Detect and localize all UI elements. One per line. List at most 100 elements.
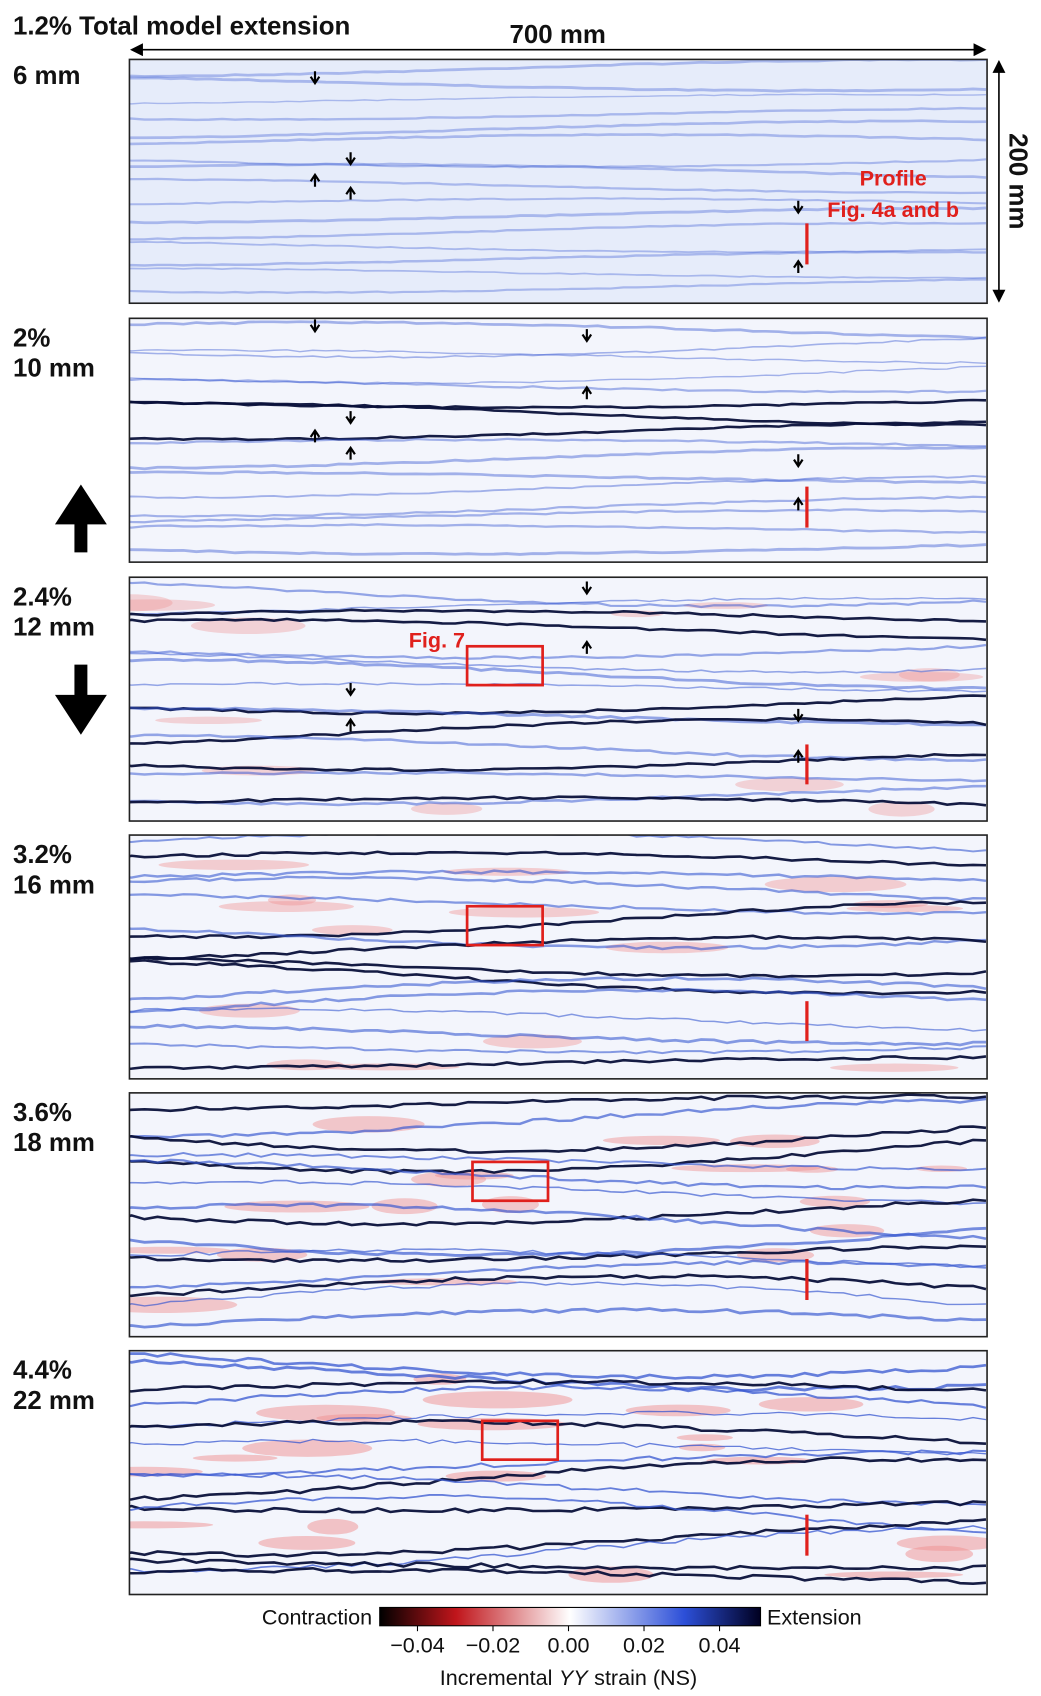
small-arrow (345, 682, 356, 697)
strain-band (129, 681, 987, 693)
contraction-patch (129, 1246, 231, 1254)
strain-band (129, 694, 987, 716)
small-arrow (581, 640, 593, 654)
strain-band (129, 543, 987, 556)
colorbar-left-label: Contraction (262, 1605, 372, 1630)
strain-band (129, 893, 987, 916)
height-label: 200 mm (1004, 133, 1032, 229)
strain-band (129, 1378, 987, 1393)
strain-band (129, 1273, 987, 1298)
small-arrow (793, 496, 804, 511)
contraction-patch (411, 1171, 487, 1187)
strain-band (129, 1244, 987, 1264)
strain-band (129, 753, 987, 773)
small-arrow (345, 185, 356, 200)
strain-band (129, 706, 987, 727)
strain-band (129, 106, 986, 122)
strain-band (129, 927, 987, 951)
strain-band (129, 197, 987, 206)
colorbar-ramp (379, 1606, 762, 1627)
strain-band (129, 1226, 987, 1257)
strain-band (129, 652, 987, 674)
strain-panel (129, 1092, 988, 1337)
panel-label: 4.4% (13, 1357, 72, 1385)
strain-band (129, 523, 987, 534)
contraction-patch (224, 1200, 370, 1213)
strain-band (129, 377, 987, 394)
strain-band (129, 76, 987, 93)
strain-band (129, 1307, 986, 1329)
strain-band (129, 470, 987, 485)
contraction-patch (190, 617, 306, 635)
strain-band (129, 1500, 987, 1514)
contraction-patch (218, 901, 355, 912)
figure-title: 1.2% Total model extension (13, 13, 350, 41)
strain-band (129, 900, 987, 940)
panel-frame (128, 1349, 988, 1596)
strain-band (129, 1248, 987, 1269)
strain-band (129, 336, 987, 359)
contraction-patch (905, 1545, 974, 1563)
contraction-patch (846, 904, 964, 913)
strain-band (129, 240, 986, 254)
contraction-patch (830, 1063, 959, 1072)
contraction-patch (824, 1571, 964, 1579)
strain-band (129, 955, 987, 979)
strain-band (129, 733, 987, 762)
contraction-patch (371, 1198, 438, 1215)
fig7-box (465, 904, 544, 947)
strain-band (129, 1472, 987, 1506)
small-arrow (345, 152, 356, 167)
strain-band (129, 1449, 987, 1477)
contraction-patch (735, 777, 844, 792)
small-arrow (309, 319, 321, 334)
strain-band (129, 1007, 987, 1032)
strain-band (129, 869, 987, 882)
strain-band (129, 1138, 987, 1175)
contraction-patch (158, 859, 310, 871)
profile-label: Profile (860, 166, 927, 191)
contraction-patch (764, 876, 907, 893)
small-arrow (345, 717, 356, 732)
strain-band (129, 1494, 987, 1534)
strain-band (129, 93, 987, 105)
strain-band (129, 875, 987, 902)
panel-label: 12 mm (13, 613, 95, 641)
panel-label: 10 mm (13, 355, 95, 383)
small-arrow (793, 454, 804, 469)
contraction-patch (625, 1404, 731, 1417)
strain-band (129, 1384, 987, 1409)
strain-band (129, 770, 987, 783)
strain-band (129, 1352, 987, 1380)
profile-label: Fig. 4a and b (827, 197, 959, 222)
strain-band (129, 320, 987, 340)
width-label: 700 mm (510, 21, 606, 49)
panel-label: 16 mm (13, 871, 95, 899)
contraction-patch (411, 802, 483, 815)
colorbar-tick-label: 0.04 (699, 1633, 741, 1658)
strain-band (129, 420, 987, 442)
big-arrow-up (54, 484, 107, 553)
strain-band (129, 1023, 986, 1047)
strain-band (129, 608, 987, 623)
strain-band (129, 1410, 987, 1428)
strain-band (129, 1418, 987, 1445)
contraction-patch (192, 1454, 278, 1462)
strain-band (129, 1055, 987, 1071)
panel-label: 6 mm (13, 62, 81, 90)
small-arrow (793, 748, 804, 763)
panel-bg (129, 59, 988, 304)
colorbar-tick-label: 0.00 (548, 1633, 590, 1658)
panel-bg (129, 1092, 988, 1337)
strain-band (129, 119, 986, 140)
strain-panel (129, 1350, 988, 1595)
strain-band (129, 835, 987, 853)
strain-band (129, 1525, 987, 1573)
colorbar: Contraction Extension −0.04 −0.02 0.00 0.02… (262, 1605, 862, 1690)
strain-band (129, 1518, 987, 1558)
panel-frame (128, 834, 988, 1080)
strain-band (129, 975, 987, 1001)
strain-panel (129, 577, 988, 822)
contraction-patch (307, 1518, 359, 1535)
